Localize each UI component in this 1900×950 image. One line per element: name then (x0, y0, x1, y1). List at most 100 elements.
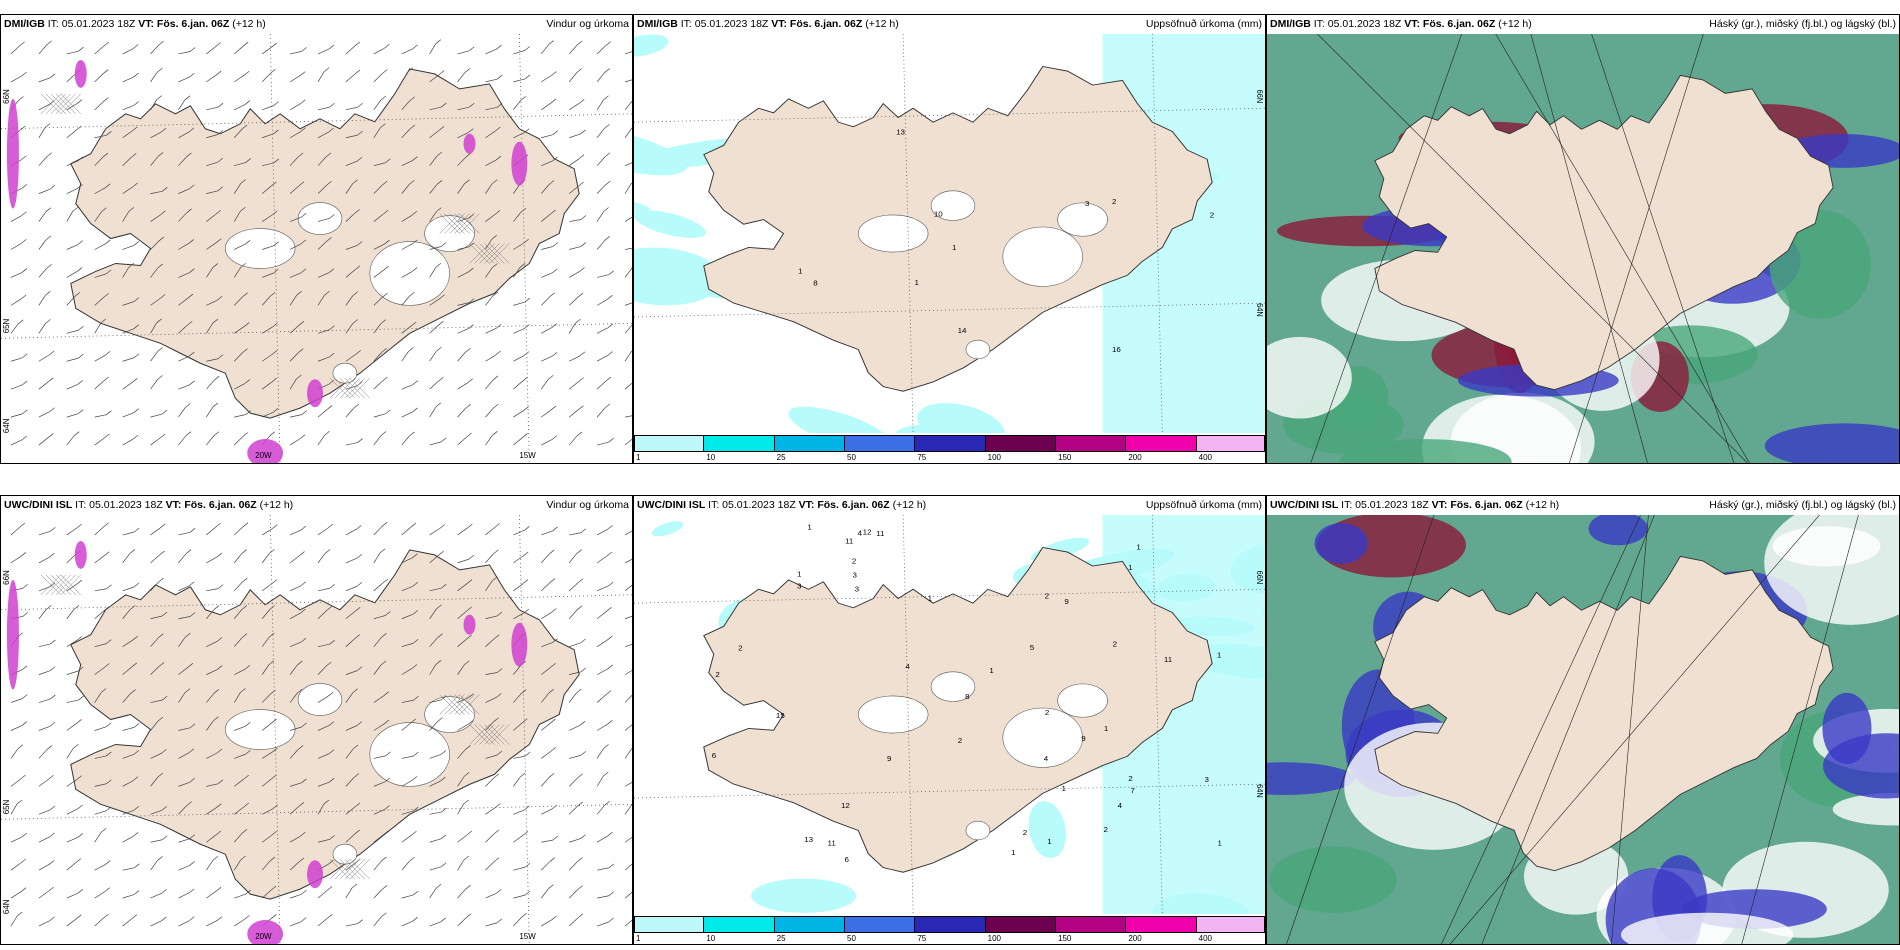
wind-barb (94, 783, 107, 787)
wind-barb (233, 183, 241, 194)
wind-barb (217, 157, 223, 163)
wind-barb (289, 861, 300, 871)
wind-barb (485, 638, 495, 647)
wind-barb (133, 582, 140, 588)
wind-barb (624, 183, 632, 194)
wind-barb (48, 774, 54, 780)
wind-barb (206, 106, 219, 111)
wind-barb (596, 639, 608, 647)
wind-barb (356, 666, 363, 671)
wind-barb (577, 913, 584, 919)
wind-barb (10, 915, 18, 927)
wind-barb (485, 861, 495, 871)
wind-barb (596, 128, 605, 138)
wind-barb (440, 750, 447, 755)
precip-amount-label: 1 (797, 570, 801, 579)
longitude-label: 15W (519, 451, 536, 460)
precip-amount-label: 1 (915, 278, 919, 287)
wind-barb (317, 803, 325, 815)
map-area[interactable] (1267, 34, 1899, 463)
wind-barb (551, 804, 558, 810)
wind-barb (624, 382, 632, 390)
wind-barb (104, 433, 110, 439)
precip-amount-label: 8 (965, 692, 969, 701)
wind-barb (234, 581, 243, 592)
wind-barb (150, 351, 158, 362)
wind-barb (122, 438, 134, 446)
map-area[interactable] (1267, 515, 1899, 944)
snow-hatch (45, 93, 66, 114)
map-area[interactable]: 66N 64N 3 16 2 1 14 13 10 1 1 2 8 (634, 34, 1265, 433)
wind-barb (385, 158, 391, 164)
wind-barb (178, 407, 186, 418)
wind-barb (435, 402, 442, 408)
latitude-label: 65N (2, 318, 11, 333)
wind-barb (485, 354, 496, 362)
colorbar-segment (634, 435, 705, 452)
wind-barb (122, 157, 132, 166)
wind-barb (150, 615, 163, 620)
wind-barb (401, 834, 412, 843)
wind-barb (22, 612, 28, 617)
wind-barb (241, 605, 248, 610)
wind-barb (552, 130, 559, 135)
wind-barb (317, 156, 327, 166)
wind-barb (624, 891, 632, 899)
wind-barb (215, 830, 222, 836)
wind-barb (373, 162, 386, 167)
wind-barb (356, 241, 363, 246)
wind-barb (38, 670, 51, 675)
wind-barb (466, 432, 472, 438)
wind-barb (605, 690, 612, 695)
glacier (224, 228, 296, 269)
wind-barb (156, 318, 162, 324)
wind-barb (77, 833, 83, 838)
wind-barb (326, 661, 332, 667)
colorbar-tick-label: 50 (847, 453, 856, 462)
precip-amount-label: 1 (989, 666, 993, 675)
wind-barb (289, 295, 297, 306)
wind-barb (491, 179, 498, 184)
wind-barb (550, 746, 557, 752)
wind-barb (568, 917, 579, 927)
precip-amount-label: 8 (813, 279, 817, 288)
wind-barb (523, 351, 530, 356)
wind-barb (381, 522, 388, 527)
wind-barb (233, 859, 241, 871)
wind-barb (300, 99, 306, 104)
wind-barb (317, 409, 328, 418)
wind-barb (596, 694, 607, 703)
colorbar-segment (634, 916, 705, 933)
wind-barb (596, 723, 608, 731)
colorbar-segment (774, 916, 845, 933)
precip-amount-label: 16 (1112, 345, 1121, 354)
model-name: DMI/IGB (637, 18, 678, 30)
wind-barb (513, 355, 525, 362)
map-area[interactable]: 20W 15W 66N 65N 64N (1, 34, 632, 463)
wind-barb (103, 913, 109, 919)
wind-barb (345, 213, 355, 222)
wind-barb (496, 323, 502, 329)
valid-time: Fös. 6.jan. 06Z (184, 499, 257, 511)
wind-barb (485, 48, 497, 55)
wind-barb (233, 609, 243, 619)
wind-barb (357, 438, 363, 443)
wind-barb (548, 884, 554, 889)
wind-barb (412, 239, 418, 245)
wind-barb (128, 207, 135, 212)
wind-barb (189, 47, 196, 52)
wind-barb (491, 576, 498, 582)
wind-barb (520, 772, 526, 777)
wind-barb (494, 634, 500, 639)
wind-barb (216, 637, 223, 642)
wind-barb (438, 550, 444, 556)
wind-barb (354, 634, 360, 639)
wind-barb (603, 95, 609, 101)
wind-barb (568, 692, 577, 703)
wind-barb (289, 156, 299, 166)
wind-barb (357, 102, 363, 108)
map-area[interactable]: 20W 15W 66N 65N 64N (1, 515, 632, 944)
wind-barb (271, 181, 277, 187)
wind-barb (624, 748, 632, 759)
map-area[interactable]: 66N 64N 1 2 2 1 3 4 7 6 5 15 9 6 2 1 1 2 1 2 4 11 13 12 11 9 9 11 12… (634, 515, 1265, 914)
